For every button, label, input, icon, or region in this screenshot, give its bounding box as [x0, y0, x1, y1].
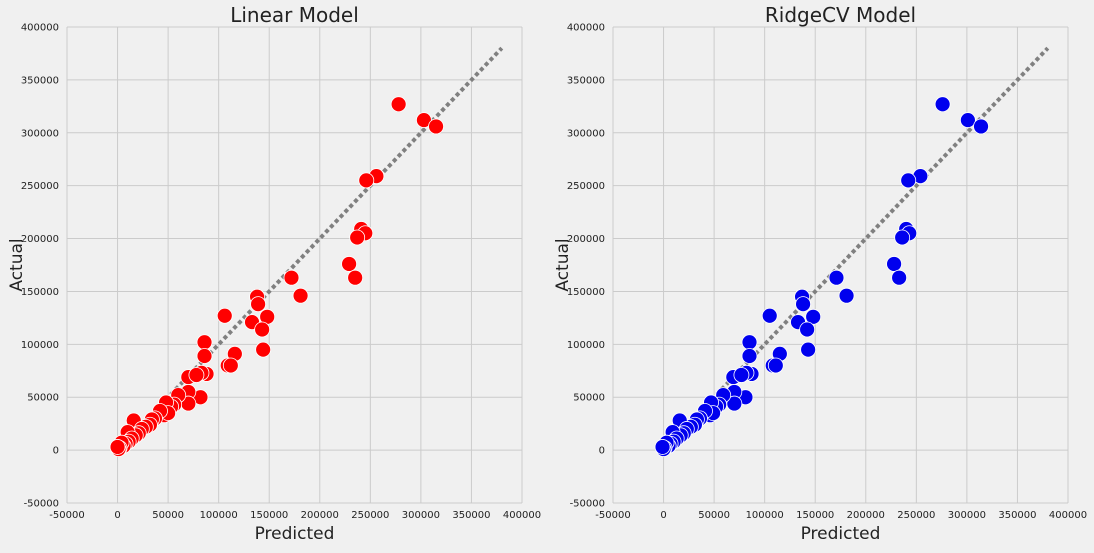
data-point — [800, 341, 817, 358]
x-tick-label: 100000 — [200, 510, 238, 521]
data-point — [828, 269, 845, 286]
data-point — [222, 357, 239, 374]
data-point — [250, 296, 267, 313]
data-point — [341, 256, 358, 272]
data-point — [973, 118, 989, 135]
data-point — [188, 367, 205, 383]
y-tick-label: 400000 — [567, 23, 605, 34]
y-tick-label: 200000 — [567, 234, 605, 245]
data-point — [741, 348, 758, 364]
data-point — [733, 367, 750, 383]
x-axis-label: Predicted — [255, 524, 335, 544]
y-tick-labels: -50000 0 50000 100000 150000 200000 250000 3000… — [567, 23, 605, 510]
x-tick-label: 400000 — [1049, 510, 1087, 521]
data-point — [428, 118, 444, 135]
data-point — [934, 96, 951, 113]
data-point — [216, 307, 233, 324]
data-point — [805, 308, 822, 325]
x-tick-label: 250000 — [351, 510, 389, 521]
x-tick-label: 50000 — [698, 510, 730, 521]
data-point — [891, 269, 908, 286]
reference-line — [662, 46, 1050, 452]
y-tick-label: 300000 — [21, 128, 59, 139]
y-tick-label: 50000 — [573, 393, 605, 404]
chart-title: Linear Model — [230, 3, 359, 27]
x-axis-label: Predicted — [801, 524, 881, 544]
x-tick-label: 0 — [114, 510, 120, 521]
data-point — [900, 172, 917, 189]
x-tick-labels: -50000 0 50000 100000 150000 200000 250000 3000… — [595, 510, 1087, 521]
y-tick-label: 150000 — [21, 287, 59, 298]
data-point — [196, 348, 213, 364]
scatter-points — [109, 96, 444, 457]
data-point — [349, 229, 366, 246]
data-point — [292, 287, 309, 304]
y-tick-labels: -50000 0 50000 100000 150000 200000 250000 3000… — [21, 23, 59, 510]
data-point — [960, 112, 976, 128]
data-point — [196, 334, 213, 351]
x-tick-label: 200000 — [301, 510, 339, 521]
y-tick-label: 400000 — [21, 23, 59, 34]
data-point — [358, 172, 375, 189]
x-tick-label: -50000 — [49, 510, 84, 521]
x-tick-label: 300000 — [948, 510, 986, 521]
y-tick-label: 350000 — [567, 75, 605, 86]
y-tick-label: 100000 — [21, 340, 59, 351]
y-axis-label: Actual — [553, 238, 573, 291]
x-tick-label: -50000 — [595, 510, 630, 521]
x-tick-label: 350000 — [998, 510, 1036, 521]
y-tick-label: -50000 — [570, 499, 605, 510]
y-tick-label: 0 — [599, 446, 605, 457]
x-tick-label: 50000 — [152, 510, 184, 521]
x-tick-label: 100000 — [746, 510, 784, 521]
y-axis-label: Actual — [7, 238, 27, 291]
data-point — [767, 357, 784, 374]
data-point — [795, 296, 811, 313]
x-tick-label: 250000 — [897, 510, 935, 521]
y-tick-label: 150000 — [567, 287, 605, 298]
data-point — [347, 269, 364, 286]
x-tick-label: 400000 — [503, 510, 541, 521]
data-point — [254, 321, 271, 338]
reference-line — [116, 46, 504, 452]
x-tick-label: 350000 — [452, 510, 490, 521]
y-tick-label: 0 — [53, 446, 59, 457]
gridlines — [612, 26, 1069, 504]
data-point — [894, 229, 911, 246]
y-tick-label: 50000 — [27, 393, 59, 404]
data-point — [109, 439, 126, 455]
y-tick-label: 250000 — [567, 181, 605, 192]
y-tick-label: 250000 — [21, 181, 59, 192]
scatter-points — [654, 96, 989, 457]
data-point — [390, 96, 407, 113]
data-point — [886, 256, 902, 272]
x-tick-label: 0 — [660, 510, 666, 521]
x-tick-label: 150000 — [796, 510, 834, 521]
data-point — [255, 341, 272, 358]
y-tick-label: -50000 — [24, 499, 59, 510]
linear-model-panel: -50000 0 50000 100000 150000 200000 250000 3000… — [7, 3, 541, 544]
data-point — [654, 439, 671, 455]
data-point — [741, 334, 758, 351]
data-point — [761, 307, 778, 324]
x-tick-labels: -50000 0 50000 100000 150000 200000 250000 3000… — [49, 510, 541, 521]
reference-line-path — [116, 46, 504, 452]
x-tick-label: 300000 — [402, 510, 440, 521]
data-point — [838, 287, 855, 304]
y-tick-label: 300000 — [567, 128, 605, 139]
reference-line-path — [662, 46, 1050, 452]
chart-title: RidgeCV Model — [765, 3, 916, 27]
data-point — [283, 269, 300, 286]
y-tick-label: 200000 — [21, 234, 59, 245]
x-tick-label: 150000 — [250, 510, 288, 521]
x-tick-label: 200000 — [847, 510, 885, 521]
y-tick-label: 350000 — [21, 75, 59, 86]
data-point — [799, 321, 816, 338]
y-tick-label: 100000 — [567, 340, 605, 351]
ridgecv-model-panel: -50000 0 50000 100000 150000 200000 250000 3000… — [553, 3, 1087, 544]
